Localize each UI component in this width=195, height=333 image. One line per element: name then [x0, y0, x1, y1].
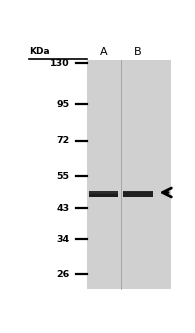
Text: 34: 34 [57, 235, 70, 244]
Text: B: B [134, 47, 142, 57]
Text: 130: 130 [50, 59, 70, 68]
Bar [89, 191, 118, 197]
Text: 26: 26 [57, 270, 70, 279]
Bar [89, 194, 118, 197]
Text: 95: 95 [57, 100, 70, 109]
Text: KDa: KDa [29, 47, 50, 56]
Bar [123, 191, 153, 197]
Text: 43: 43 [57, 204, 70, 213]
Bar [89, 193, 118, 196]
Bar [87, 61, 171, 289]
Text: A: A [99, 47, 107, 57]
Bar [123, 190, 153, 192]
Text: 55: 55 [57, 171, 70, 180]
Text: 72: 72 [57, 136, 70, 145]
Bar [89, 193, 118, 195]
